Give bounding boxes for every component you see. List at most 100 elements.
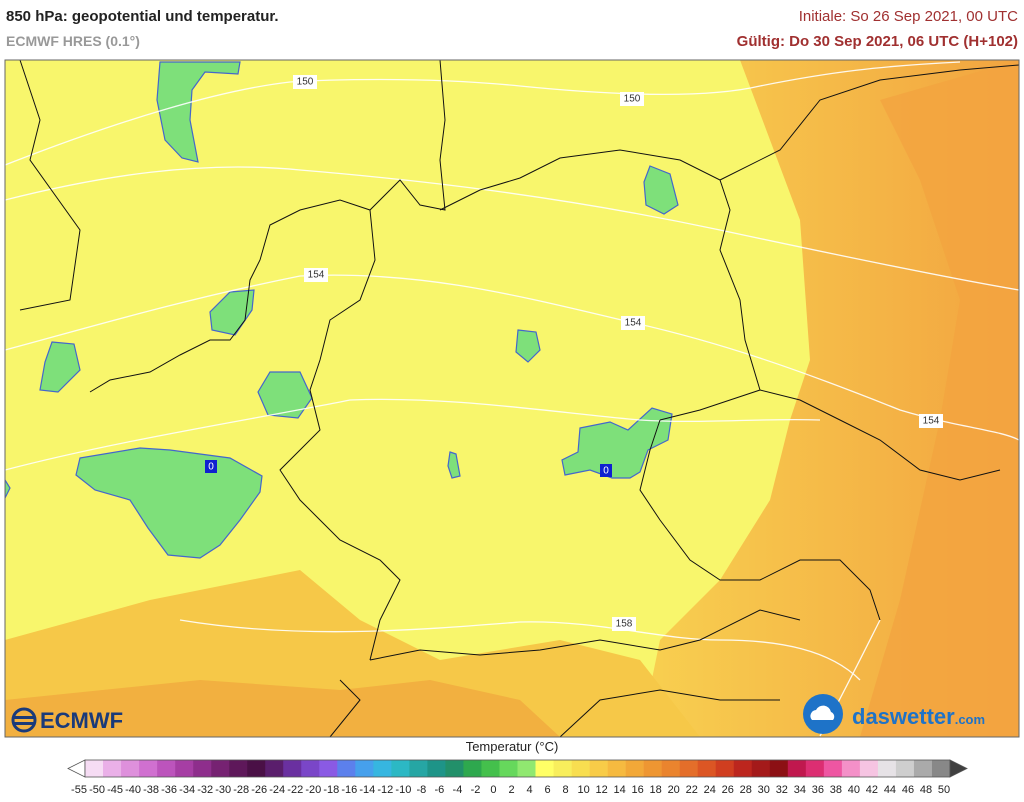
- legend-tick-label: 8: [563, 784, 569, 796]
- legend-swatch: [535, 760, 554, 777]
- legend-swatch: [733, 760, 753, 777]
- legend-swatch: [337, 760, 356, 777]
- legend-tick-label: -18: [323, 784, 339, 796]
- label-box: [304, 268, 328, 282]
- legend-tick-label: -20: [305, 784, 321, 796]
- legend-swatch: [625, 760, 644, 777]
- legend-tick-label: 38: [830, 784, 842, 796]
- legend-tick-label: 24: [704, 784, 716, 796]
- map-frame: [4, 59, 1020, 738]
- legend-swatch: [805, 760, 825, 777]
- legend-tick-label: -14: [359, 784, 375, 796]
- legend-tick-label: 26: [722, 784, 734, 796]
- label-box: [621, 316, 645, 330]
- valid-time: Gültig: Do 30 Sep 2021, 06 UTC (H+102): [737, 33, 1018, 50]
- legend-tick-label: 36: [812, 784, 824, 796]
- legend-swatch: [643, 760, 662, 777]
- legend-tick-label: -16: [341, 784, 357, 796]
- legend-swatch: [463, 760, 482, 777]
- legend-swatch: [229, 760, 248, 777]
- legend-tick-label: 10: [577, 784, 589, 796]
- model-name: ECMWF HRES (0.1°): [6, 33, 140, 49]
- legend-swatch: [661, 760, 680, 777]
- legend-tick-label: 50: [938, 784, 950, 796]
- legend-swatch: [409, 760, 428, 777]
- legend-swatch: [787, 760, 807, 777]
- isotherm-label: 0: [208, 462, 214, 473]
- legend-tick-label: 32: [776, 784, 788, 796]
- color-legend: Temperatur (°C) -55 -50 -45 -40 -38 -36 -34 -32…: [67, 739, 968, 796]
- legend-tick-label: -45: [107, 784, 123, 796]
- legend-tick-label: 34: [794, 784, 806, 796]
- legend-tick-label: 22: [686, 784, 698, 796]
- contour-label: 154: [923, 416, 940, 427]
- legend-swatch: [859, 760, 879, 777]
- label-box: [919, 414, 943, 428]
- legend-swatch: [301, 760, 320, 777]
- legend-tick-label: -24: [269, 784, 285, 796]
- contour-label: 150: [624, 94, 641, 105]
- warm-area: [860, 60, 1019, 737]
- legend-arrow-high: [949, 759, 968, 778]
- legend-tick-label: 48: [920, 784, 932, 796]
- legend-tick-label: -38: [143, 784, 159, 796]
- legend-title: Temperatur (°C): [466, 739, 559, 754]
- legend-tick-label: 40: [848, 784, 860, 796]
- legend-swatch: [895, 760, 915, 777]
- legend-swatch: [931, 760, 951, 777]
- legend-tick-label: -50: [89, 784, 105, 796]
- legend-tick-label: 18: [650, 784, 662, 796]
- legend-swatch: [85, 760, 104, 777]
- ecmwf-text: ECMWF: [40, 708, 123, 733]
- legend-tick-label: -22: [287, 784, 303, 796]
- legend-tick-label: 42: [866, 784, 878, 796]
- legend-tick-label: 0: [490, 784, 496, 796]
- legend-swatch: [841, 760, 861, 777]
- label-box: [600, 464, 612, 477]
- warm-area: [5, 680, 560, 737]
- isotherm-label: 0: [603, 466, 609, 477]
- legend-tick-label: 4: [526, 784, 532, 796]
- label-box: [293, 75, 317, 89]
- legend-swatch: [157, 760, 176, 777]
- map-title: 850 hPa: geopotential und temperatur.: [6, 8, 279, 25]
- legend-swatch: [103, 760, 122, 777]
- legend-swatch: [355, 760, 374, 777]
- legend-swatch: [211, 760, 230, 777]
- legend-tick-label: -32: [197, 784, 213, 796]
- legend-swatch: [445, 760, 464, 777]
- legend-tick-label: 16: [632, 784, 644, 796]
- contour-label: 154: [625, 318, 642, 329]
- legend-tick-label: -30: [215, 784, 231, 796]
- legend-tick-label: 44: [884, 784, 896, 796]
- legend-swatch: [373, 760, 392, 777]
- legend-tick-label: 46: [902, 784, 914, 796]
- legend-swatch: [283, 760, 302, 777]
- legend-tick-label: -55: [71, 784, 87, 796]
- legend-swatch: [139, 760, 158, 777]
- legend-swatch: [877, 760, 897, 777]
- daswetter-text: daswetter.com: [852, 704, 985, 729]
- contour-label: 154: [308, 270, 325, 281]
- legend-tick-label: 30: [758, 784, 770, 796]
- legend-swatch: [823, 760, 843, 777]
- daswetter-logo: daswetter.com: [803, 694, 985, 734]
- cold-areas: [5, 61, 679, 559]
- map-area: 150 150 154 154 154 158 0 0: [4, 59, 1020, 738]
- legend-swatch: [607, 760, 626, 777]
- legend-swatch: [193, 760, 212, 777]
- legend-tick-label: -28: [233, 784, 249, 796]
- legend-tick-label: 12: [595, 784, 607, 796]
- legend-swatch: [769, 760, 789, 777]
- ecmwf-logo: ECMWF: [11, 707, 123, 733]
- legend-swatch: [121, 760, 140, 777]
- legend-tick-label: -6: [435, 784, 445, 796]
- legend-tick-label: 6: [544, 784, 550, 796]
- legend-swatch: [265, 760, 284, 777]
- legend-tick-label: -4: [453, 784, 463, 796]
- legend-tick-label: 14: [614, 784, 626, 796]
- legend-tick-label: -10: [395, 784, 411, 796]
- label-box: [612, 617, 636, 631]
- legend-arrow-low: [67, 759, 86, 778]
